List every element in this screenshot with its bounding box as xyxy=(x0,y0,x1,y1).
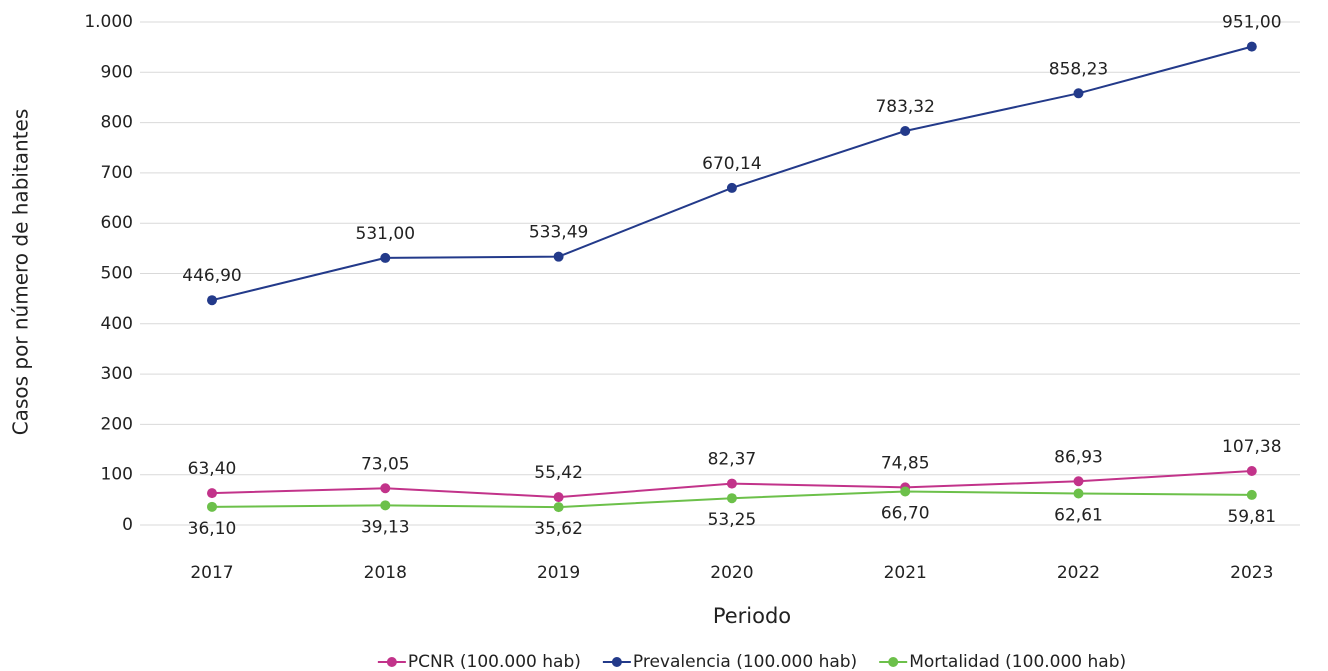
data-label: 63,40 xyxy=(188,459,237,479)
data-label: 73,05 xyxy=(361,454,410,474)
point xyxy=(726,493,737,504)
point xyxy=(900,486,911,497)
point xyxy=(207,295,217,306)
point xyxy=(553,502,564,513)
x-tick-label: 2020 xyxy=(710,563,753,583)
point xyxy=(380,500,391,511)
y-tick-label: 800 xyxy=(101,113,133,133)
y-tick-label: 500 xyxy=(101,264,133,284)
data-label: 531,00 xyxy=(356,224,415,244)
data-label: 82,37 xyxy=(708,450,757,470)
point xyxy=(553,251,564,262)
data-label: 66,70 xyxy=(881,503,930,523)
data-label: 53,25 xyxy=(708,510,757,530)
data-label: 670,14 xyxy=(702,154,761,174)
data-label: 35,62 xyxy=(534,519,583,539)
legend-marker xyxy=(888,657,899,667)
point xyxy=(1073,488,1084,499)
y-axis-title: Casos por número de habitantes xyxy=(9,109,33,436)
y-tick-label: 200 xyxy=(101,414,133,434)
y-tick-label: 100 xyxy=(101,465,133,485)
legend-marker xyxy=(611,657,622,667)
data-label: 86,93 xyxy=(1054,447,1103,467)
point xyxy=(207,488,217,499)
y-tick-label: 900 xyxy=(101,62,133,82)
data-label: 783,32 xyxy=(875,97,934,117)
y-tick-label: 1.000 xyxy=(84,12,133,32)
legend-label: Prevalencia (100.000 hab) xyxy=(633,652,857,671)
data-label: 36,10 xyxy=(188,519,237,539)
data-label: 74,85 xyxy=(881,453,930,473)
x-axis-title: Periodo xyxy=(713,604,791,628)
legend-label: Mortalidad (100.000 hab) xyxy=(909,652,1126,671)
point xyxy=(726,182,737,193)
point xyxy=(553,492,564,503)
point xyxy=(1246,465,1257,476)
point xyxy=(900,125,911,136)
data-label: 107,38 xyxy=(1222,437,1281,457)
data-label: 62,61 xyxy=(1054,506,1103,526)
legend-label: PCNR (100.000 hab) xyxy=(408,652,581,671)
point xyxy=(1246,489,1257,500)
x-tick-label: 2022 xyxy=(1057,563,1100,583)
data-label: 533,49 xyxy=(529,223,588,243)
x-tick-label: 2021 xyxy=(884,563,927,583)
data-label: 59,81 xyxy=(1227,507,1276,527)
x-tick-label: 2023 xyxy=(1230,563,1273,583)
data-label: 858,23 xyxy=(1049,59,1108,79)
y-tick-label: 700 xyxy=(101,163,133,183)
point xyxy=(380,483,391,494)
legend-marker xyxy=(386,657,397,667)
point xyxy=(1246,41,1257,52)
y-tick-label: 400 xyxy=(101,314,133,334)
x-tick-label: 2019 xyxy=(537,563,580,583)
point xyxy=(207,501,217,512)
legend: PCNR (100.000 hab) Prevalencia (100.000 h… xyxy=(377,652,1126,671)
point xyxy=(1073,88,1084,99)
point xyxy=(726,478,737,489)
data-label: 39,13 xyxy=(361,517,410,537)
point xyxy=(380,252,391,263)
point xyxy=(1073,476,1084,487)
data-label: 55,42 xyxy=(534,463,583,483)
y-tick-label: 0 xyxy=(122,515,133,535)
y-tick-label: 300 xyxy=(101,364,133,384)
x-tick-label: 2017 xyxy=(190,563,233,583)
y-tick-label: 600 xyxy=(101,213,133,233)
data-label: 951,00 xyxy=(1222,13,1281,33)
data-label: 446,90 xyxy=(182,266,241,286)
x-tick-label: 2018 xyxy=(364,563,407,583)
